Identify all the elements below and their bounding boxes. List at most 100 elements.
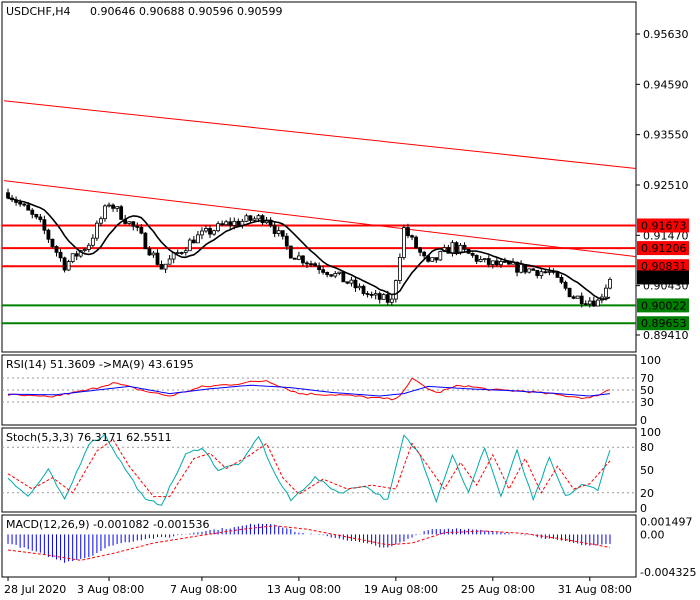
candle-body [446, 247, 451, 254]
candle-body [70, 253, 75, 262]
candle-body [280, 230, 285, 237]
candle-body [321, 269, 326, 273]
candle-body [365, 293, 370, 295]
macd-panel[interactable] [1, 514, 637, 578]
resistance-level-tag [637, 259, 689, 274]
candle-body [167, 258, 172, 265]
resistance-level-tag [637, 218, 689, 233]
candle-body [595, 299, 600, 307]
candle-body [450, 242, 455, 254]
candle-body [200, 230, 204, 236]
candle-body [224, 221, 229, 226]
candle-body [608, 278, 612, 289]
resistance-level-label: 0.90831 [641, 260, 687, 273]
candle-body [147, 248, 152, 256]
candle-body [216, 223, 221, 232]
candle-body [430, 257, 435, 262]
candle-body [86, 244, 91, 250]
axis-tick-label: 70 [640, 372, 654, 385]
candle-body [494, 260, 499, 266]
trend-lines [3, 100, 637, 258]
candle-body [486, 258, 491, 265]
candle-body [111, 204, 115, 209]
time-axis: 28 Jul 2020 3 Aug 08:00 7 Aug 08:00 13 Aug … [4, 577, 632, 596]
candle-body [163, 263, 168, 270]
candle-body [284, 235, 289, 247]
stochastic-indicator: 100 80 50 20 0 [2, 426, 661, 515]
support-level-label: 0.89653 [641, 317, 687, 330]
candle-body [107, 204, 111, 207]
macd-label: MACD(12,26,9) -0.001082 -0.001536 [6, 518, 209, 531]
candle-body [204, 228, 208, 232]
candle-body [232, 220, 237, 226]
candle-body [18, 202, 23, 205]
candle-body [377, 293, 382, 300]
ma-line [7, 197, 611, 300]
candle-body [591, 300, 596, 307]
candle-body [381, 294, 386, 300]
last-price-label: 0.90599 [641, 271, 687, 284]
resistance-level-tag [637, 241, 689, 256]
candle-body [220, 223, 225, 226]
candle-body [422, 251, 427, 257]
candle-body [313, 263, 317, 267]
time-tick-label: 19 Aug 08:00 [364, 583, 438, 596]
macd-tick-label: -0.004325 [640, 566, 696, 579]
time-tick-label: 3 Aug 08:00 [77, 583, 144, 596]
candle-body [462, 244, 467, 250]
candle-body [54, 246, 59, 253]
chart-ohlc: 0.90646 0.90688 0.90596 0.90599 [90, 5, 282, 18]
candle-body [325, 272, 330, 276]
candle-body [474, 254, 479, 262]
candle-body [309, 263, 313, 266]
candle-body [42, 219, 47, 231]
candle-body [575, 295, 580, 299]
candle-body [329, 274, 334, 277]
candle-body [531, 268, 536, 271]
candle-body [547, 270, 552, 273]
chart-symbol: USDCHF,H4 [6, 5, 71, 18]
candle-body [357, 285, 362, 289]
axis-tick-label: 50 [640, 384, 654, 397]
candle-body [458, 244, 463, 253]
candle-body [385, 294, 390, 303]
candle-body [252, 218, 257, 221]
macd-tick-label: 0.00 [640, 528, 665, 541]
candle-body [438, 251, 443, 261]
price-tick-label: 0.95630 [643, 28, 689, 41]
support-level-label: 0.90022 [641, 299, 687, 312]
candle-body [26, 204, 31, 211]
axis-tick-label: 50 [640, 464, 654, 477]
candle-body [519, 264, 523, 273]
candle-body [276, 230, 281, 234]
moving-average [7, 197, 611, 300]
time-tick-label: 28 Jul 2020 [4, 583, 66, 596]
time-tick-label: 7 Aug 08:00 [170, 583, 237, 596]
trend-line-1 [3, 100, 637, 170]
candle-body [66, 261, 71, 271]
axis-tick-label: 0 [640, 502, 647, 515]
candle-body [527, 268, 532, 273]
-d-line [7, 438, 611, 498]
candle-body [361, 285, 366, 294]
candle-body [155, 252, 160, 265]
level-labels: 0.91673 0.91206 0.90831 0.90022 0.89653 0.905… [637, 218, 689, 331]
main-price-panel[interactable] [1, 1, 637, 353]
candle-body [543, 271, 548, 274]
candle-body [34, 213, 39, 218]
candle-body [389, 298, 394, 303]
candle-body [414, 236, 418, 249]
macd-signal-line [7, 525, 611, 561]
resistance-level-label: 0.91206 [641, 242, 687, 255]
candle-body [579, 295, 584, 305]
candle-body [30, 209, 35, 215]
candle-body [99, 218, 103, 224]
candle-body [46, 229, 51, 240]
candle-body [103, 205, 107, 220]
candle-body [482, 258, 487, 260]
axis-tick-label: 0 [640, 414, 647, 427]
candle-body [559, 277, 564, 283]
trend-line-2 [3, 180, 637, 258]
resistance-level-label: 0.91673 [641, 219, 687, 232]
